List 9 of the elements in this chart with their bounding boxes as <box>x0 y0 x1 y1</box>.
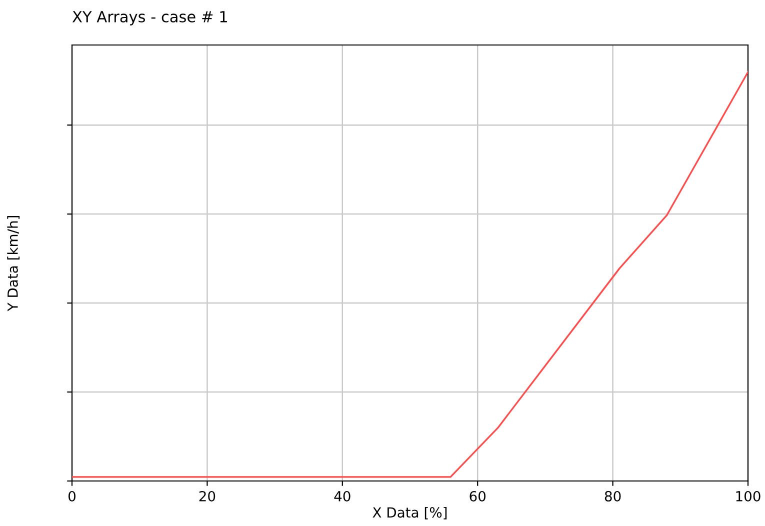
x-tick-label: 60 <box>470 490 486 502</box>
x-tick-label: 40 <box>334 490 350 502</box>
x-tick-label: 100 <box>736 490 760 502</box>
x-tick-label: 20 <box>199 490 216 502</box>
x-tick-label: 80 <box>604 490 621 502</box>
y-axis-title: Y Data [km/h] <box>7 216 20 312</box>
x-tick-label: 0 <box>68 490 76 502</box>
x-axis-title: X Data [%] <box>372 506 447 520</box>
chart-title: XY Arrays - case # 1 <box>72 11 227 26</box>
